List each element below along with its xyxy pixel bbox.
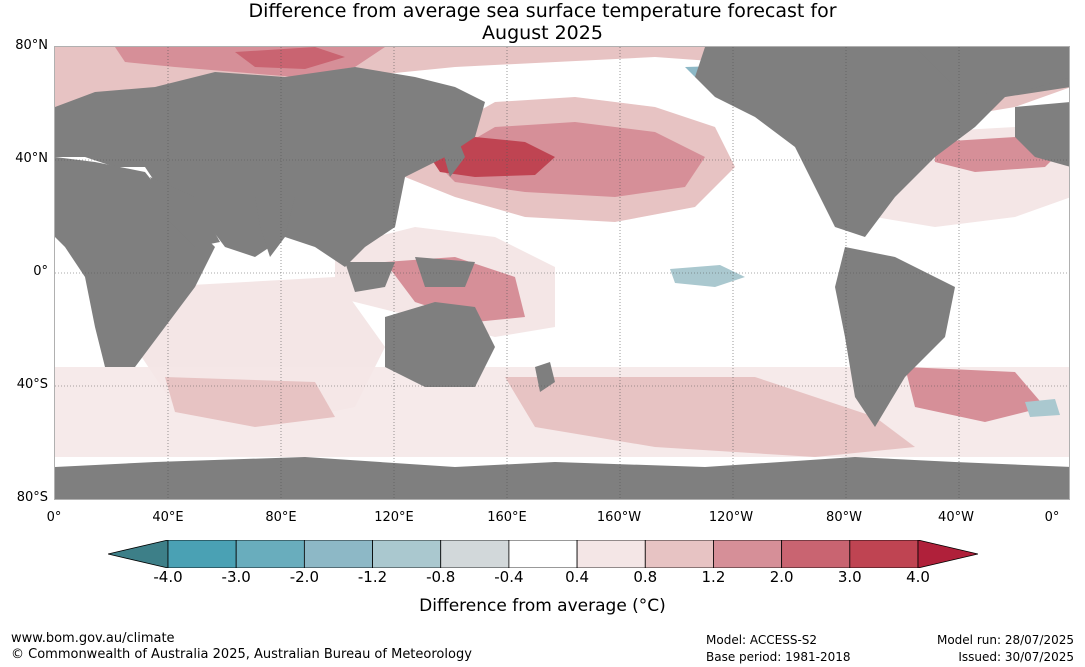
map-title-line2: August 2025 bbox=[482, 22, 603, 44]
land bbox=[55, 47, 1069, 499]
colorbar-label: Difference from average (°C) bbox=[419, 596, 666, 616]
colorbar-tick-label: -2.0 bbox=[289, 568, 319, 586]
colorbar-cell bbox=[508, 540, 578, 568]
lat-label-0: 0° bbox=[33, 264, 48, 279]
kuroshio-hot bbox=[430, 137, 555, 177]
colorbar-tick-label: -0.8 bbox=[426, 568, 456, 586]
colorbar-cell bbox=[167, 540, 237, 568]
map-title-line1: Difference from average sea surface temp… bbox=[248, 0, 837, 22]
colorbar-tick-label: 1.2 bbox=[701, 568, 726, 586]
colorbar-cell bbox=[713, 540, 783, 568]
india-land bbox=[255, 197, 295, 257]
antarctica-land bbox=[55, 457, 1069, 499]
footer-copyright: © Commonwealth of Australia 2025, Austra… bbox=[11, 647, 472, 662]
colorbar-cell bbox=[849, 540, 919, 568]
colorbar-cell bbox=[440, 540, 510, 568]
australia-land bbox=[385, 302, 495, 387]
anomaly-shading bbox=[55, 47, 1069, 457]
colorbar-tick-label: -0.4 bbox=[494, 568, 524, 586]
south-pacific-band bbox=[505, 377, 915, 457]
footer-model: Model: ACCESS-S2 bbox=[706, 633, 818, 647]
arctic-hot-spot bbox=[235, 47, 345, 69]
lat-label-40s: 40°S bbox=[16, 377, 48, 392]
japan-land bbox=[440, 132, 465, 177]
footer-model-run: Model run: 28/07/2025 bbox=[936, 633, 1074, 647]
sst-anomaly-map bbox=[54, 46, 1070, 500]
greenland-land bbox=[915, 47, 1069, 97]
colorbar-tick-label: -1.2 bbox=[357, 568, 388, 586]
eurasia-land bbox=[55, 67, 485, 267]
lon-label-0-left: 0° bbox=[46, 510, 62, 525]
europe-west-land bbox=[1015, 102, 1069, 167]
colorbar-tick-label: -3.0 bbox=[221, 568, 251, 586]
map-canvas bbox=[55, 47, 1069, 499]
equatorial-pacific-cool bbox=[670, 265, 745, 287]
colorbar-cell bbox=[781, 540, 851, 568]
colorbar-cell bbox=[576, 540, 646, 568]
colorbar-cell bbox=[644, 540, 714, 568]
footer-url[interactable]: www.bom.gov.au/climate bbox=[11, 631, 175, 646]
colorbar-tick-label: 0.4 bbox=[565, 568, 589, 586]
lon-label-80e: 80°E bbox=[265, 510, 297, 525]
colorbar-tick-label: 0.8 bbox=[633, 568, 658, 586]
lat-label-40n: 40°N bbox=[15, 151, 48, 166]
indonesia-land bbox=[345, 257, 475, 292]
colorbar-extend-high bbox=[917, 540, 978, 568]
colorbar-tick-label: 2.0 bbox=[769, 568, 794, 586]
colorbar-tick-label: 3.0 bbox=[837, 568, 862, 586]
arabia-land bbox=[150, 177, 220, 247]
footer-base-period: Base period: 1981-2018 bbox=[706, 650, 851, 664]
lon-label-0-right: 0° bbox=[1044, 510, 1060, 525]
graticule bbox=[55, 47, 1069, 499]
lon-label-160e: 160°E bbox=[487, 510, 527, 525]
lat-label-80n: 80°N bbox=[15, 38, 48, 53]
lon-label-120e: 120°E bbox=[374, 510, 414, 525]
lon-label-40e: 40°E bbox=[152, 510, 184, 525]
colorbar-cell bbox=[372, 540, 442, 568]
southern-indian-warm-blobs bbox=[165, 377, 335, 427]
lat-label-80s: 80°S bbox=[16, 490, 48, 505]
colorbar-extend-low bbox=[108, 540, 169, 568]
new-zealand-land bbox=[535, 362, 555, 392]
colorbar bbox=[108, 540, 978, 568]
south-america-land bbox=[835, 247, 955, 427]
footer-issued: Issued: 30/07/2025 bbox=[958, 650, 1074, 664]
lon-label-120w: 120°W bbox=[708, 510, 754, 525]
colorbar-tick-label: -4.0 bbox=[153, 568, 183, 586]
lon-label-160w: 160°W bbox=[596, 510, 642, 525]
colorbar-cell bbox=[235, 540, 305, 568]
south-atlantic-cool bbox=[1025, 399, 1060, 417]
colorbar-cell bbox=[303, 540, 373, 568]
north-america-land bbox=[695, 47, 1069, 237]
south-atlantic-warm bbox=[905, 367, 1045, 422]
colorbar-tick-label: 4.0 bbox=[906, 568, 930, 586]
lon-label-40w: 40°W bbox=[938, 510, 974, 525]
lon-label-80w: 80°W bbox=[826, 510, 862, 525]
